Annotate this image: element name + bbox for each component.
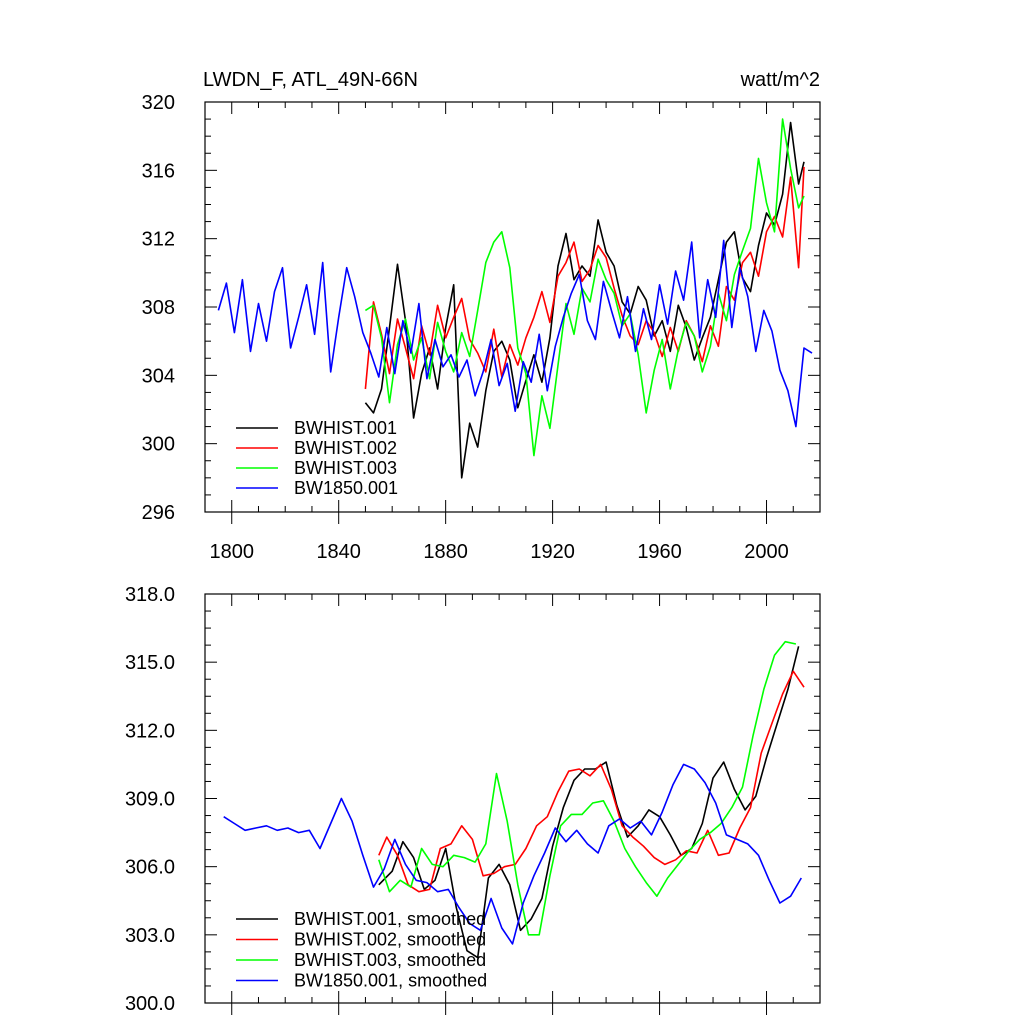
y-tick-label: 309.0 [125,789,175,811]
top-panel-title: LWDN_F, ATL_49N-66N [203,69,418,91]
legend-label: BWHIST.001 [294,418,397,438]
y-tick-label: 306.0 [125,857,175,879]
bottom-panel-axes: 300.0 303.0 306.0 309.0 312.0 315.0 318.0 [125,584,821,1015]
y-tick-label: 316 [142,160,175,182]
x-tick-label: 1920 [530,541,575,563]
x-tick-label: 1840 [316,541,361,563]
y-tick-label: 318.0 [125,584,175,606]
top-panel: LWDN_F, ATL_49N-66N watt/m^2 296 300 304 30… [142,69,821,563]
y-tick-label: 312.0 [125,720,175,742]
series-line [364,121,805,479]
x-tick-label: 2000 [744,541,789,563]
legend-label: BW1850.001, smoothed [294,971,487,991]
series-line [378,640,797,936]
y-tick-label: 312 [142,229,175,251]
top-panel-series [217,118,813,479]
legend-label: BWHIST.002 [294,438,397,458]
top-panel-axes: 296 300 304 308 312 316 320 1800 1840 1880 1920 196… [142,92,821,563]
series-line [364,166,805,390]
y-tick-label: 320 [142,92,175,114]
y-tick-label: 300 [142,434,175,456]
y-tick-label: 300.0 [125,993,175,1015]
series-line [223,763,802,945]
y-tick-label: 304 [142,365,175,387]
y-tick-label: 303.0 [125,925,175,947]
bottom-panel-series [223,640,805,959]
y-tick-label: 315.0 [125,652,175,674]
top-panel-units: watt/m^2 [740,69,820,91]
series-line [217,239,813,428]
x-tick-label: 1880 [423,541,468,563]
x-tick-label: 1800 [209,541,254,563]
y-tick-label: 296 [142,502,175,524]
legend-label: BWHIST.003, smoothed [294,950,486,970]
legend-label: BW1850.001 [294,478,398,498]
legend-label: BWHIST.001, smoothed [294,909,486,929]
series-line [378,670,805,893]
legend-label: BWHIST.002, smoothed [294,930,486,950]
legend-label: BWHIST.003 [294,458,397,478]
y-tick-label: 308 [142,297,175,319]
bottom-panel: 300.0 303.0 306.0 309.0 312.0 315.0 318.0 BWHI… [125,584,821,1015]
series-line [364,118,805,457]
x-tick-label: 1960 [637,541,682,563]
series-line [378,646,800,959]
